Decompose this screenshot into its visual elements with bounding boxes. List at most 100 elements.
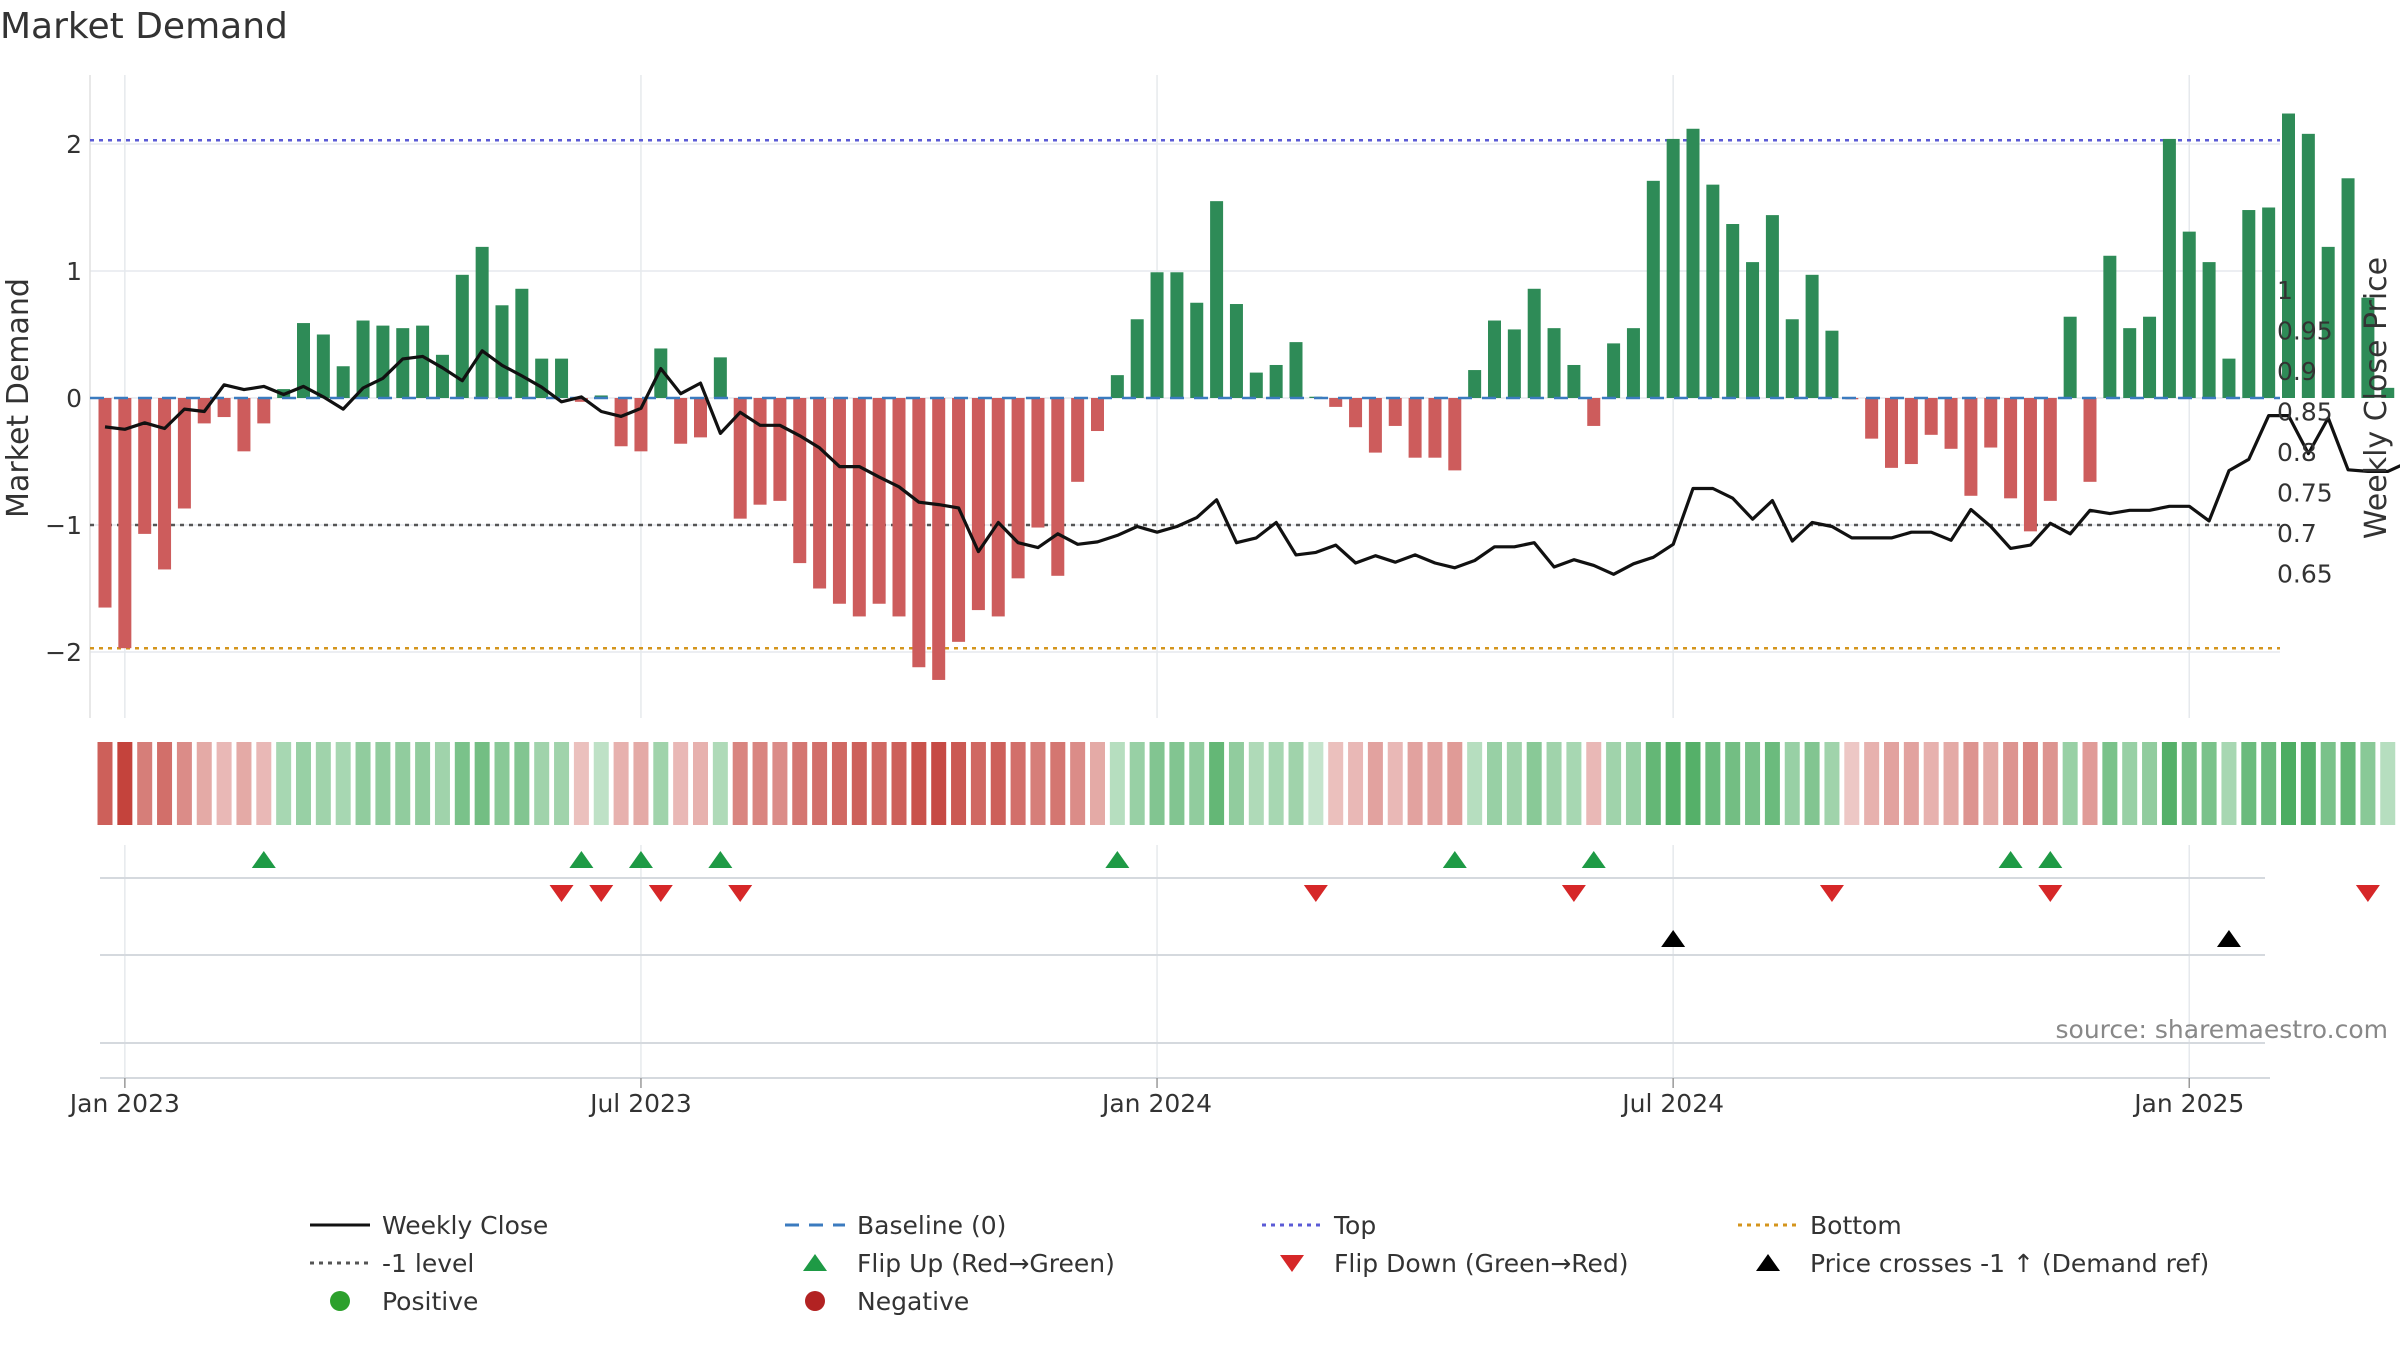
strip-cell <box>1447 742 1462 825</box>
demand-bar <box>2123 328 2136 398</box>
strip-cell <box>1427 742 1442 825</box>
strip-cell <box>852 742 867 825</box>
strip-cell <box>991 742 1006 825</box>
flip-up-marker <box>629 851 653 868</box>
demand-bar <box>2103 256 2116 398</box>
demand-bar <box>853 398 866 616</box>
flip-up-marker <box>569 851 593 868</box>
strip-cell <box>2380 742 2395 825</box>
strip-cell <box>832 742 847 825</box>
strip-cell <box>911 742 926 825</box>
demand-bar <box>2242 210 2255 398</box>
x-tick-label: Jan 2023 <box>68 1089 180 1118</box>
demand-bar <box>1329 398 1342 407</box>
strip-cell <box>931 742 946 825</box>
demand-bar <box>1945 398 1958 449</box>
strip-cell <box>375 742 390 825</box>
demand-bar <box>813 398 826 589</box>
price-cross-marker <box>1661 930 1685 947</box>
strip-cell <box>1864 742 1879 825</box>
demand-bar <box>436 355 449 398</box>
flip-up-marker <box>1582 851 1606 868</box>
strip-cell <box>1566 742 1581 825</box>
flip-down-marker <box>728 885 752 902</box>
demand-bar <box>1031 398 1044 528</box>
demand-bar <box>1448 398 1461 470</box>
strip-cell <box>1805 742 1820 825</box>
strip-cell <box>2122 742 2137 825</box>
strip-cell <box>2003 742 2018 825</box>
strip-cell <box>1666 742 1681 825</box>
strip-cell <box>514 742 529 825</box>
legend-swatch <box>330 1291 350 1311</box>
demand-bar <box>1428 398 1441 458</box>
right-tick-label: 0.95 <box>2277 317 2333 346</box>
demand-bar <box>1548 328 1561 398</box>
right-tick-label: 0.9 <box>2277 357 2317 386</box>
demand-bar <box>2222 359 2235 398</box>
legend-label: Weekly Close <box>382 1211 548 1240</box>
strip-cell <box>812 742 827 825</box>
left-tick-label: −1 <box>45 511 82 540</box>
demand-bar <box>1389 398 1402 426</box>
strip-cell <box>1150 742 1165 825</box>
legend-label: Flip Up (Red→Green) <box>857 1249 1115 1278</box>
strip-cell <box>971 742 986 825</box>
strip-cell <box>1983 742 1998 825</box>
demand-bar <box>1627 328 1640 398</box>
demand-bar <box>2163 139 2176 398</box>
flip-up-marker <box>252 851 276 868</box>
demand-bar <box>2024 398 2037 531</box>
demand-bar <box>1151 272 1164 398</box>
demand-bar <box>1786 319 1799 398</box>
demand-bar <box>118 398 131 648</box>
legend-item: -1 level <box>310 1249 474 1278</box>
demand-bar <box>2004 398 2017 498</box>
right-tick-label: 0.7 <box>2277 519 2317 548</box>
strip-cell <box>2063 742 2078 825</box>
strip-cell <box>197 742 212 825</box>
demand-bar <box>1766 215 1779 398</box>
legend-label: Top <box>1333 1211 1376 1240</box>
strip-cell <box>316 742 331 825</box>
demand-bar <box>1230 304 1243 398</box>
strip-cell <box>633 742 648 825</box>
demand-bar <box>773 398 786 501</box>
strip-cell <box>1586 742 1601 825</box>
strip-cell <box>1705 742 1720 825</box>
strip-cell <box>2360 742 2375 825</box>
x-tick-label: Jul 2023 <box>588 1089 692 1118</box>
demand-bar <box>1885 398 1898 468</box>
strip-cell <box>1924 742 1939 825</box>
strip-cell <box>1507 742 1522 825</box>
legend-item: Positive <box>330 1287 478 1316</box>
strip-cell <box>276 742 291 825</box>
strip-cell <box>1745 742 1760 825</box>
demand-bar <box>1825 331 1838 398</box>
strip-cell <box>435 742 450 825</box>
strip-cell <box>1229 742 1244 825</box>
strip-cell <box>2182 742 2197 825</box>
strip-cell <box>236 742 251 825</box>
demand-bar <box>1369 398 1382 453</box>
strip-cell <box>554 742 569 825</box>
strip-cell <box>1646 742 1661 825</box>
demand-bar <box>1250 373 1263 398</box>
strip-cell <box>2321 742 2336 825</box>
left-tick-label: 1 <box>66 257 82 286</box>
strip-cell <box>772 742 787 825</box>
demand-bar <box>515 289 528 398</box>
demand-bar <box>1091 398 1104 431</box>
demand-bar <box>99 398 112 608</box>
strip-cell <box>1090 742 1105 825</box>
legend-label: Flip Down (Green→Red) <box>1334 1249 1629 1278</box>
strip-cell <box>356 742 371 825</box>
demand-bar <box>992 398 1005 616</box>
demand-bar <box>1726 224 1739 398</box>
strip-cell <box>713 742 728 825</box>
demand-bar <box>496 305 509 398</box>
demand-bar <box>1964 398 1977 496</box>
strip-cell <box>2162 742 2177 825</box>
flip-down-marker <box>649 885 673 902</box>
